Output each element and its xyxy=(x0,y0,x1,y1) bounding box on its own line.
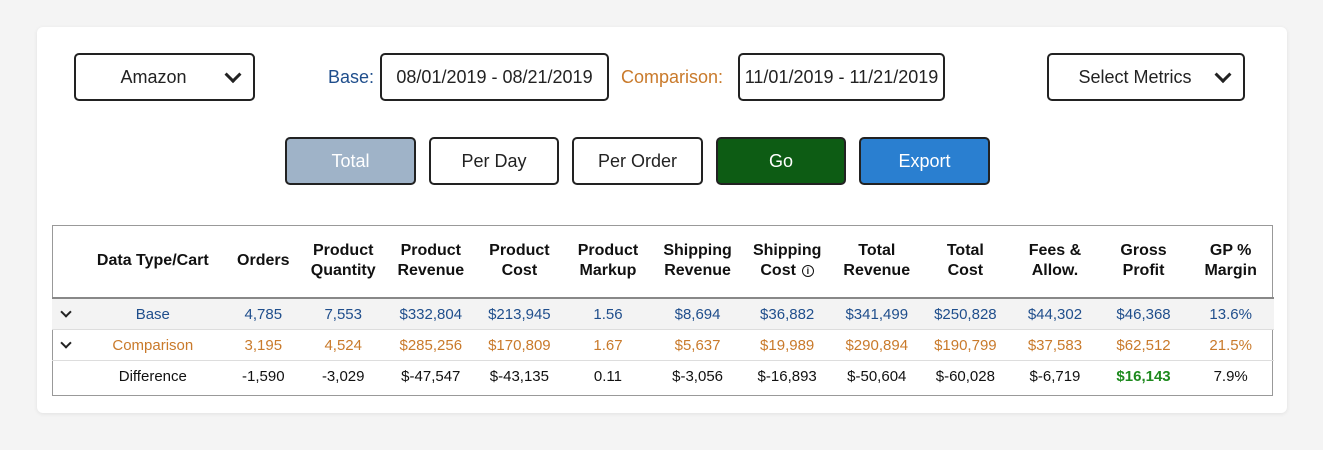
comparison-date-range-value: 11/01/2019 - 11/21/2019 xyxy=(744,66,939,87)
cell-product-markup: 0.11 xyxy=(593,367,622,385)
cell-orders: 4,785 xyxy=(225,298,302,330)
base-date-range-input[interactable]: 08/01/2019 - 08/21/2019 xyxy=(380,53,609,101)
base-date-range-value: 08/01/2019 - 08/21/2019 xyxy=(396,66,593,87)
col-header-product-quantity[interactable]: Product Quantity xyxy=(301,225,385,299)
cell-fees-allow: $44,302 xyxy=(1010,298,1100,330)
cell-total-cost: $190,799 xyxy=(920,329,1011,361)
cell-shipping-cost: $-16,893 xyxy=(757,367,817,385)
comparison-label: Comparison: xyxy=(621,67,724,87)
cell-gross-profit: $46,368 xyxy=(1099,298,1188,330)
report-card: Amazon Base: 08/01/2019 - 08/21/2019 Com… xyxy=(37,27,1287,413)
chevron-down-icon xyxy=(1214,66,1232,84)
cell-shipping-cost: $36,882 xyxy=(741,298,833,330)
col-header-total-cost[interactable]: Total Cost xyxy=(920,225,1011,299)
comparison-table: Data Type/Cart Orders Product Quantity Pr… xyxy=(52,225,1274,391)
row-label: Comparison xyxy=(80,329,226,361)
cell-product-cost: $213,945 xyxy=(476,298,563,330)
row-label: Base xyxy=(80,298,226,330)
table-header-row: Data Type/Cart Orders Product Quantity Pr… xyxy=(52,225,1274,299)
col-header-product-cost[interactable]: Product Cost xyxy=(476,225,563,299)
cell-product-markup: 1.56 xyxy=(562,298,654,330)
cell-gp-margin: 7.9% xyxy=(1213,367,1248,385)
channel-dropdown-value: Amazon xyxy=(120,66,187,87)
cell-fees-allow: $-6,719 xyxy=(1029,367,1081,385)
select-metrics-label: Select Metrics xyxy=(1078,66,1192,87)
cell-product-quantity: -3,029 xyxy=(321,367,365,385)
col-header-shipping-revenue[interactable]: Shipping Revenue xyxy=(653,225,742,299)
cell-gp-margin: 13.6% xyxy=(1187,298,1274,330)
expand-column-header xyxy=(52,225,81,299)
cell-gross-profit: $16,143 xyxy=(1116,367,1171,385)
cell-shipping-revenue: $5,637 xyxy=(653,329,742,361)
col-header-gross-profit[interactable]: Gross Profit xyxy=(1099,225,1188,299)
cell-total-cost: $250,828 xyxy=(920,298,1011,330)
cell-orders: -1,590 xyxy=(242,367,285,385)
cell-orders: 3,195 xyxy=(225,329,302,361)
empty-cell xyxy=(52,361,81,392)
export-button[interactable]: Export xyxy=(859,137,990,185)
table-row-difference: Difference -1,590 -3,029 $-47,547 $-43,1… xyxy=(52,361,1274,392)
col-header-product-revenue[interactable]: Product Revenue xyxy=(384,225,477,299)
total-button[interactable]: Total xyxy=(285,137,416,185)
cell-shipping-revenue: $-3,056 xyxy=(672,367,723,385)
channel-dropdown[interactable]: Amazon xyxy=(74,53,255,101)
per-order-button[interactable]: Per Order xyxy=(572,137,703,185)
cell-gp-margin: 21.5% xyxy=(1187,329,1274,361)
col-header-product-markup[interactable]: Product Markup xyxy=(562,225,654,299)
cell-shipping-cost: $19,989 xyxy=(741,329,833,361)
table-row-comparison: Comparison 3,195 4,524 $285,256 $170,809… xyxy=(52,329,1274,361)
col-header-fees-allow[interactable]: Fees & Allow. xyxy=(1010,225,1100,299)
col-header-shipping-cost[interactable]: Shipping Cost i xyxy=(741,225,833,299)
cell-product-revenue: $-47,547 xyxy=(401,367,461,385)
row-label: Difference xyxy=(118,367,187,385)
cell-shipping-revenue: $8,694 xyxy=(653,298,742,330)
cell-total-cost: $-60,028 xyxy=(935,367,995,385)
comparison-date-range-input[interactable]: 11/01/2019 - 11/21/2019 xyxy=(738,53,945,101)
expand-base-toggle[interactable] xyxy=(52,298,81,330)
cell-gross-profit: $62,512 xyxy=(1099,329,1188,361)
cell-product-revenue: $285,256 xyxy=(384,329,477,361)
col-header-data-type[interactable]: Data Type/Cart xyxy=(80,225,226,299)
cell-total-revenue: $290,894 xyxy=(832,329,921,361)
cell-product-quantity: 4,524 xyxy=(301,329,385,361)
table-row-base: Base 4,785 7,553 $332,804 $213,945 1.56 … xyxy=(52,298,1274,330)
col-header-total-revenue[interactable]: Total Revenue xyxy=(832,225,921,299)
base-label: Base: xyxy=(328,67,375,87)
chevron-down-icon xyxy=(60,305,72,318)
per-day-button[interactable]: Per Day xyxy=(429,137,559,185)
cell-product-quantity: 7,553 xyxy=(301,298,385,330)
cell-total-revenue: $-50,604 xyxy=(847,367,907,385)
cell-product-cost: $170,809 xyxy=(476,329,563,361)
col-header-orders[interactable]: Orders xyxy=(225,225,302,299)
info-icon[interactable]: i xyxy=(801,264,814,277)
chevron-down-icon xyxy=(60,336,72,349)
cell-product-markup: 1.67 xyxy=(562,329,654,361)
chevron-down-icon xyxy=(224,66,242,84)
cell-product-cost: $-43,135 xyxy=(489,367,549,385)
cell-product-revenue: $332,804 xyxy=(384,298,477,330)
expand-comparison-toggle[interactable] xyxy=(52,329,81,361)
go-button[interactable]: Go xyxy=(716,137,846,185)
select-metrics-dropdown[interactable]: Select Metrics xyxy=(1047,53,1245,101)
col-header-gp-margin[interactable]: GP % Margin xyxy=(1187,225,1274,299)
cell-fees-allow: $37,583 xyxy=(1010,329,1100,361)
cell-total-revenue: $341,499 xyxy=(832,298,921,330)
